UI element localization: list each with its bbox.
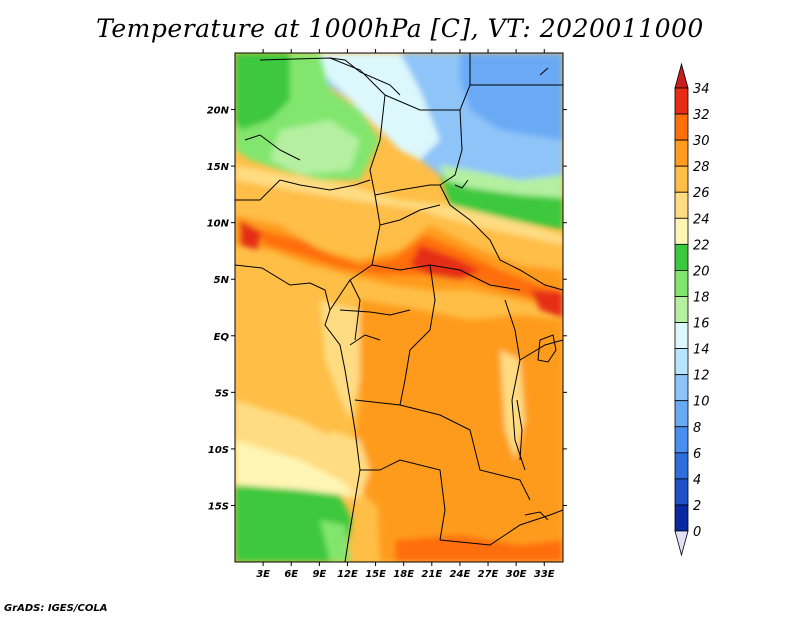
temperature-field: [235, 53, 563, 562]
colorbar-label: 18: [693, 290, 710, 305]
colorbar-label: 8: [693, 421, 701, 436]
colorbar-segment: [674, 478, 689, 506]
colorbar-label: 24: [693, 212, 710, 227]
colorbar-label: 0: [693, 525, 701, 540]
lat-tick-label: EQ: [214, 332, 230, 343]
lat-tick-label: 15N: [207, 162, 230, 173]
lon-tick-label: 18E: [393, 569, 414, 580]
colorbar-segment: [674, 426, 689, 454]
colorbar-under-triangle: [674, 530, 689, 557]
lat-tick-label: 15S: [208, 501, 229, 512]
lon-tick-label: 3E: [256, 569, 270, 580]
colorbar-segment: [674, 243, 689, 271]
colorbar-segment: [674, 217, 689, 245]
lat-tick-label: 5S: [215, 388, 229, 399]
lat-tick-label: 20N: [207, 106, 230, 117]
colorbar-label: 28: [693, 160, 710, 175]
colorbar-label: 10: [693, 395, 710, 410]
colorbar-label: 12: [693, 369, 710, 384]
colorbar-label: 14: [693, 343, 710, 358]
lon-tick-label: 9E: [312, 569, 326, 580]
colorbar-label: 26: [693, 186, 710, 201]
colorbar-segment: [674, 270, 689, 297]
colorbar-segment: [674, 322, 689, 349]
lon-tick-label: 21E: [421, 569, 442, 580]
colorbar-segment: [674, 374, 689, 402]
colorbar-segment: [674, 139, 689, 167]
lat-tick-label: 10S: [208, 445, 229, 456]
colorbar-segment: [674, 452, 689, 480]
colorbar-label: 30: [693, 134, 710, 149]
lon-tick-label: 6E: [284, 569, 298, 580]
colorbar-over-triangle: [674, 62, 689, 89]
colorbar-label: 34: [693, 82, 710, 97]
lat-tick-label: 10N: [207, 219, 230, 230]
colorbar-segment: [674, 504, 689, 532]
lon-tick-label: 15E: [365, 569, 386, 580]
colorbar-segment: [674, 191, 689, 219]
country-borders: [235, 53, 563, 562]
colorbar-segment: [674, 400, 689, 428]
lon-tick-label: 33E: [534, 569, 555, 580]
colorbar-segment: [674, 348, 689, 376]
longitude-axis: 3E 6E 9E 12E 15E 18E 21E 24E 27E 30E 33E: [256, 49, 555, 580]
plot-frame: [234, 52, 564, 563]
latitude-axis: 20N 15N 10N 5N EQ 5S 10S 15S: [207, 106, 567, 512]
grads-credit: GrADS: IGES/COLA: [4, 603, 108, 614]
colorbar-label: 20: [693, 264, 710, 279]
colorbar-label: 4: [693, 473, 701, 488]
map-title: Temperature at 1000hPa [C], VT: 20200110…: [96, 14, 704, 43]
colorbar-segment: [674, 87, 689, 115]
colorbar-segment: [674, 113, 689, 141]
colorbar-label: 6: [693, 447, 701, 462]
colorbar-label: 2: [693, 499, 701, 514]
lon-tick-label: 24E: [450, 569, 471, 580]
colorbar-label: 22: [693, 238, 710, 253]
lon-tick-label: 12E: [337, 569, 358, 580]
colorbar-segment: [674, 165, 689, 193]
colorbar-segment: [674, 296, 689, 323]
colorbar-label: 16: [693, 317, 710, 332]
lon-tick-label: 27E: [478, 569, 499, 580]
lat-tick-label: 5N: [214, 275, 230, 286]
lon-tick-label: 30E: [506, 569, 527, 580]
colorbar-label: 32: [693, 108, 710, 123]
